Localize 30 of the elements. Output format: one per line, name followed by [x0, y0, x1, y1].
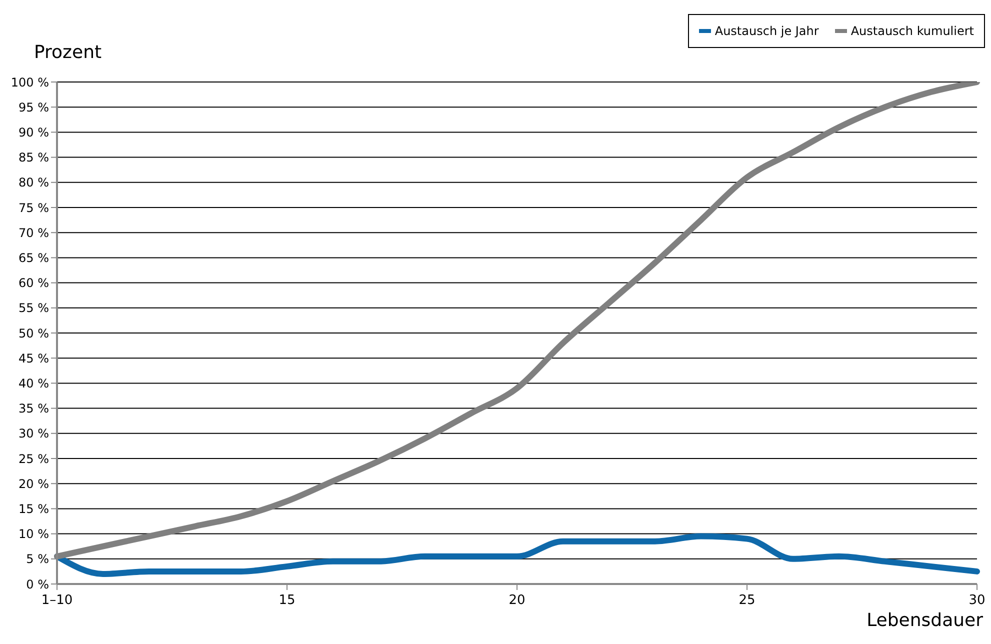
y-tick-label: 100 %	[10, 75, 49, 90]
y-tick-label: 75 %	[18, 200, 49, 215]
y-tick-label: 80 %	[18, 176, 49, 190]
legend-label: Austausch je Jahr	[714, 24, 819, 38]
y-tick-label: 20 %	[18, 476, 49, 491]
x-tick-label: 20	[508, 593, 526, 608]
y-tick-label: 40 %	[18, 376, 49, 390]
y-tick-label: 95 %	[18, 100, 49, 114]
x-tick-label: 1–10	[41, 593, 73, 608]
y-tick-label: 45 %	[18, 351, 49, 366]
y-tick-label: 85 %	[18, 150, 49, 165]
y-tick-label: 15 %	[18, 502, 49, 516]
y-tick-label: 50 %	[18, 326, 49, 340]
x-tick-label: 15	[278, 593, 296, 608]
y-tick-label: 35 %	[18, 402, 49, 416]
y-tick-label: 30 %	[18, 426, 49, 441]
y-tick-label: 60 %	[18, 276, 49, 290]
legend-label: Austausch kumuliert	[850, 24, 974, 38]
y-axis-title: Prozent	[34, 42, 102, 63]
x-tick-label: 25	[738, 593, 756, 608]
y-tick-label: 70 %	[18, 226, 49, 240]
x-axis-title: Lebensdauer	[866, 610, 983, 631]
y-tick-label: 25 %	[18, 452, 49, 466]
y-tick-label: 65 %	[18, 250, 49, 265]
y-tick-label: 90 %	[18, 125, 49, 140]
x-tick-label: 30	[968, 593, 986, 608]
y-tick-label: 55 %	[18, 301, 49, 316]
y-tick-label: 10 %	[18, 527, 49, 542]
y-tick-label: 5 %	[26, 552, 49, 566]
y-tick-label: 0 %	[26, 577, 49, 592]
